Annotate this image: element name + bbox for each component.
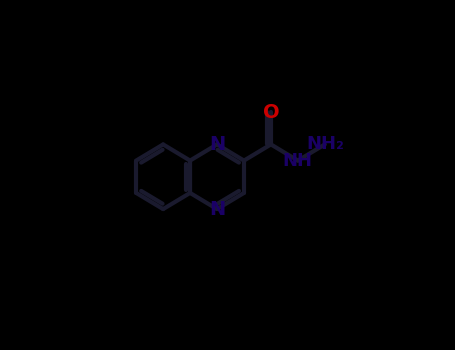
Text: N: N [209, 199, 225, 219]
Text: NH₂: NH₂ [306, 135, 344, 153]
Text: N: N [209, 135, 225, 154]
Text: O: O [263, 103, 279, 121]
Text: NH: NH [283, 152, 313, 170]
